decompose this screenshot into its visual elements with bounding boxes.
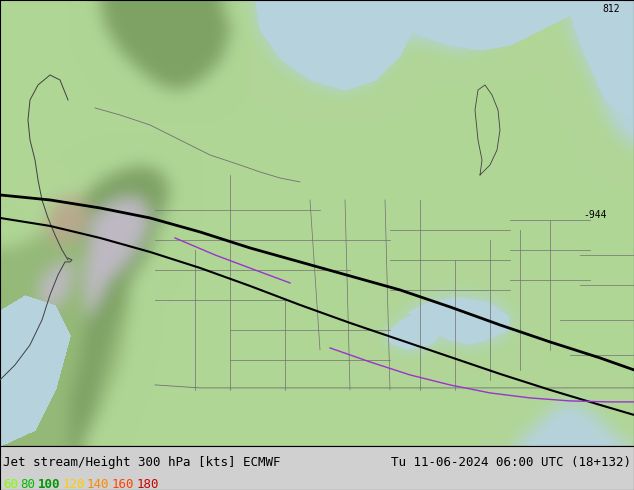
Text: 812: 812 xyxy=(602,4,620,14)
Text: 140: 140 xyxy=(87,478,110,490)
Text: -944: -944 xyxy=(583,210,607,220)
Text: 60: 60 xyxy=(3,478,18,490)
Text: 120: 120 xyxy=(62,478,85,490)
Text: 180: 180 xyxy=(136,478,158,490)
Text: 80: 80 xyxy=(20,478,36,490)
Text: Jet stream/Height 300 hPa [kts] ECMWF: Jet stream/Height 300 hPa [kts] ECMWF xyxy=(3,456,280,469)
Text: 160: 160 xyxy=(112,478,134,490)
Text: Tu 11-06-2024 06:00 UTC (18+132): Tu 11-06-2024 06:00 UTC (18+132) xyxy=(391,456,631,469)
Text: 100: 100 xyxy=(38,478,60,490)
